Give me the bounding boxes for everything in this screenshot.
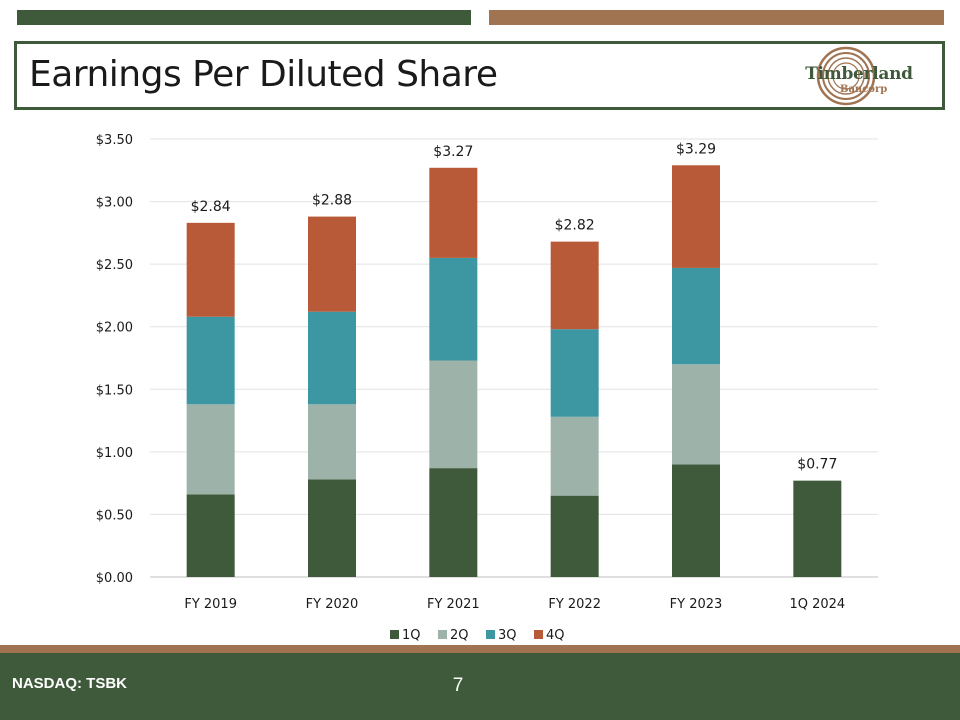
bar-4q <box>186 222 235 317</box>
bar-1q <box>429 468 478 577</box>
y-tick-label: $0.00 <box>96 571 133 586</box>
bar-1q <box>550 495 599 577</box>
legend-swatch <box>534 630 543 639</box>
top-accent-bar-right <box>489 10 944 25</box>
y-tick-label: $1.00 <box>96 446 133 461</box>
bar-2q <box>186 404 235 495</box>
bar-4q <box>550 241 599 330</box>
bar-1q <box>672 464 720 577</box>
y-tick-label: $3.50 <box>96 133 133 148</box>
y-tick-label: $1.50 <box>96 383 133 398</box>
footer-ticker: NASDAQ: TSBK <box>12 675 127 692</box>
legend-swatch <box>486 630 495 639</box>
total-label: $2.84 <box>191 199 231 215</box>
bar-2q <box>550 416 599 496</box>
y-tick-label: $2.00 <box>96 321 133 336</box>
bar-3q <box>672 267 720 365</box>
bar-1q <box>308 479 356 577</box>
bar-3q <box>550 329 599 417</box>
x-tick-label: 1Q 2024 <box>789 597 845 612</box>
bar-2q <box>429 360 478 469</box>
logo-name: Timberland <box>805 64 913 84</box>
eps-stacked-bar-chart: $0.00 $0.50 $1.00 $1.50 $2.00 $2.50 $3.00 $3.50… <box>96 133 878 643</box>
bar-1q <box>186 494 235 577</box>
y-tick-label: $3.00 <box>96 196 133 211</box>
x-tick-label: FY 2022 <box>548 597 601 612</box>
bar-4q <box>672 165 720 268</box>
bar-4q <box>308 216 356 312</box>
x-tick-label: FY 2020 <box>306 597 359 612</box>
gridlines <box>150 138 878 578</box>
legend: 1Q 2Q 3Q 4Q <box>390 628 565 643</box>
bars <box>186 165 842 577</box>
top-accent-bar-left <box>17 10 471 25</box>
bar-4q <box>429 167 478 258</box>
logo-subname: Bancorp <box>840 84 888 95</box>
page-number: 7 <box>452 675 464 696</box>
total-label: $0.77 <box>797 457 837 473</box>
total-label: $2.82 <box>555 218 595 234</box>
bar-2q <box>672 364 720 465</box>
x-axis-ticks: FY 2019 FY 2020 FY 2021 FY 2022 FY 2023 1Q 20… <box>184 597 845 612</box>
x-tick-label: FY 2023 <box>670 597 723 612</box>
x-tick-label: FY 2019 <box>184 597 237 612</box>
total-label: $3.27 <box>433 144 473 160</box>
title-box: Earnings Per Diluted Share Timberland Ba… <box>14 41 945 110</box>
footer-stripe <box>0 645 960 653</box>
bar-2q <box>308 404 356 480</box>
y-tick-label: $2.50 <box>96 258 133 273</box>
timberland-logo: Timberland Bancorp <box>794 46 924 106</box>
bar-3q <box>186 316 235 405</box>
x-tick-label: FY 2021 <box>427 597 480 612</box>
legend-label: 3Q <box>498 628 517 643</box>
data-labels: $2.84 $2.88 $3.27 $2.82 $3.29 $0.77 <box>191 141 838 472</box>
footer: NASDAQ: TSBK 7 <box>0 653 960 720</box>
legend-label: 4Q <box>546 628 565 643</box>
bar-1q <box>793 480 842 577</box>
legend-swatch <box>390 630 399 639</box>
page-title: Earnings Per Diluted Share <box>29 54 498 95</box>
bar-3q <box>308 311 356 405</box>
total-label: $2.88 <box>312 193 352 209</box>
legend-label: 2Q <box>450 628 469 643</box>
tree-rings-icon <box>816 46 876 106</box>
total-label: $3.29 <box>676 141 716 157</box>
legend-label: 1Q <box>402 628 421 643</box>
legend-swatch <box>438 630 447 639</box>
y-axis-ticks: $0.00 $0.50 $1.00 $1.50 $2.00 $2.50 $3.00 $3.50 <box>96 133 133 586</box>
bar-3q <box>429 257 478 361</box>
y-tick-label: $0.50 <box>96 508 133 523</box>
